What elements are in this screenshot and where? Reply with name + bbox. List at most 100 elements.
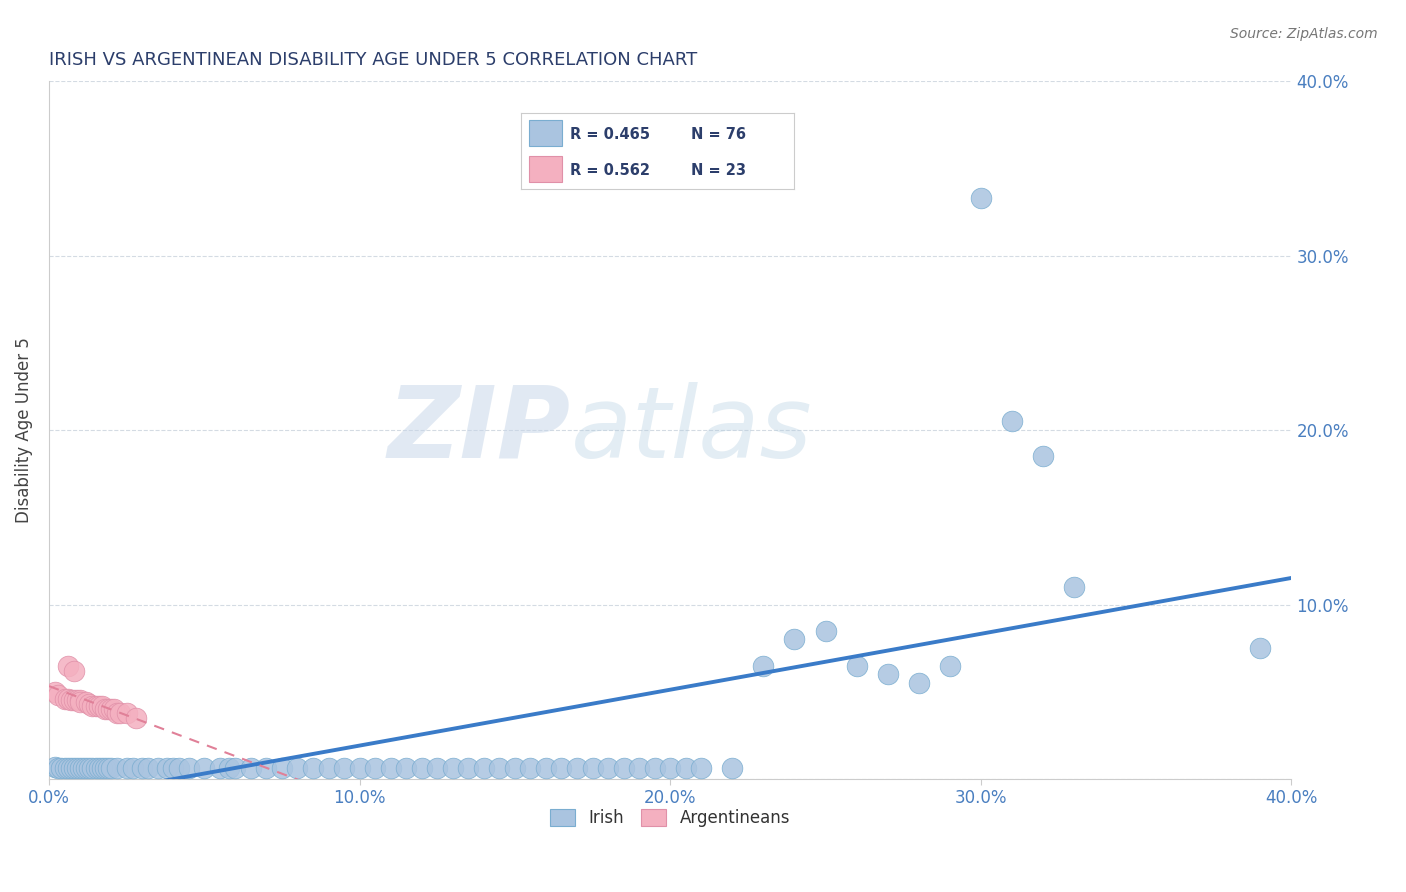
Point <box>105 761 128 775</box>
Point <box>105 706 128 720</box>
Point <box>79 697 101 711</box>
Point <box>193 761 215 775</box>
Point <box>56 658 79 673</box>
Point <box>84 761 107 775</box>
Point <box>94 761 117 775</box>
Point <box>63 693 86 707</box>
Point <box>1001 414 1024 428</box>
Point <box>1249 641 1271 656</box>
Legend: Irish, Argentineans: Irish, Argentineans <box>544 802 797 833</box>
Point <box>596 761 619 775</box>
Point <box>939 658 962 673</box>
Point <box>271 761 294 775</box>
Point <box>121 761 143 775</box>
Point <box>84 698 107 713</box>
Point <box>75 761 97 775</box>
Point <box>53 691 76 706</box>
Point <box>318 761 340 775</box>
Point <box>218 761 240 775</box>
Point <box>79 761 101 775</box>
Text: IRISH VS ARGENTINEAN DISABILITY AGE UNDER 5 CORRELATION CHART: IRISH VS ARGENTINEAN DISABILITY AGE UNDE… <box>49 51 697 69</box>
Point <box>628 761 651 775</box>
Point <box>565 761 588 775</box>
Point <box>97 702 120 716</box>
Point <box>169 761 191 775</box>
Point <box>426 761 449 775</box>
Point <box>162 761 184 775</box>
Point <box>613 761 636 775</box>
Point <box>876 667 898 681</box>
Point <box>349 761 371 775</box>
Point <box>69 695 91 709</box>
Point <box>287 761 309 775</box>
Point <box>46 761 69 775</box>
Text: atlas: atlas <box>571 382 813 479</box>
Y-axis label: Disability Age Under 5: Disability Age Under 5 <box>15 337 32 523</box>
Point <box>441 761 464 775</box>
Point <box>63 664 86 678</box>
Point <box>66 693 89 707</box>
Point <box>56 761 79 775</box>
Point <box>56 691 79 706</box>
Point <box>380 761 402 775</box>
Point <box>534 761 557 775</box>
Text: Source: ZipAtlas.com: Source: ZipAtlas.com <box>1230 27 1378 41</box>
Point <box>110 706 132 720</box>
Point <box>87 698 110 713</box>
Point <box>395 761 418 775</box>
Point <box>69 761 91 775</box>
Point <box>115 761 138 775</box>
Point <box>488 761 510 775</box>
Point <box>125 711 148 725</box>
Point <box>1032 450 1054 464</box>
Point <box>411 761 433 775</box>
Point <box>907 676 929 690</box>
Point <box>845 658 868 673</box>
Point <box>177 761 200 775</box>
Point <box>97 761 120 775</box>
Point <box>146 761 169 775</box>
Point <box>44 760 66 774</box>
Point <box>644 761 666 775</box>
Point <box>103 702 125 716</box>
Point <box>659 761 682 775</box>
Point <box>51 761 73 775</box>
Point <box>783 632 806 647</box>
Point <box>721 761 744 775</box>
Point <box>138 761 160 775</box>
Point <box>46 688 69 702</box>
Point <box>87 761 110 775</box>
Point <box>82 761 104 775</box>
Point <box>72 761 94 775</box>
Point <box>69 693 91 707</box>
Point <box>519 761 541 775</box>
Point <box>100 761 122 775</box>
Point <box>239 761 262 775</box>
Point <box>254 761 277 775</box>
Text: ZIP: ZIP <box>388 382 571 479</box>
Point <box>752 658 775 673</box>
Point <box>90 761 112 775</box>
Point <box>115 706 138 720</box>
Point <box>690 761 713 775</box>
Point <box>63 761 86 775</box>
Point <box>1063 580 1085 594</box>
Point <box>53 761 76 775</box>
Point <box>503 761 526 775</box>
Point <box>364 761 387 775</box>
Point <box>550 761 572 775</box>
Point <box>302 761 325 775</box>
Point <box>75 695 97 709</box>
Point <box>44 684 66 698</box>
Point <box>457 761 479 775</box>
Point <box>472 761 495 775</box>
Point <box>675 761 697 775</box>
Point <box>970 191 993 205</box>
Point <box>814 624 837 638</box>
Point <box>82 698 104 713</box>
Point <box>100 702 122 716</box>
Point <box>224 761 246 775</box>
Point <box>333 761 356 775</box>
Point <box>156 761 179 775</box>
Point <box>208 761 231 775</box>
